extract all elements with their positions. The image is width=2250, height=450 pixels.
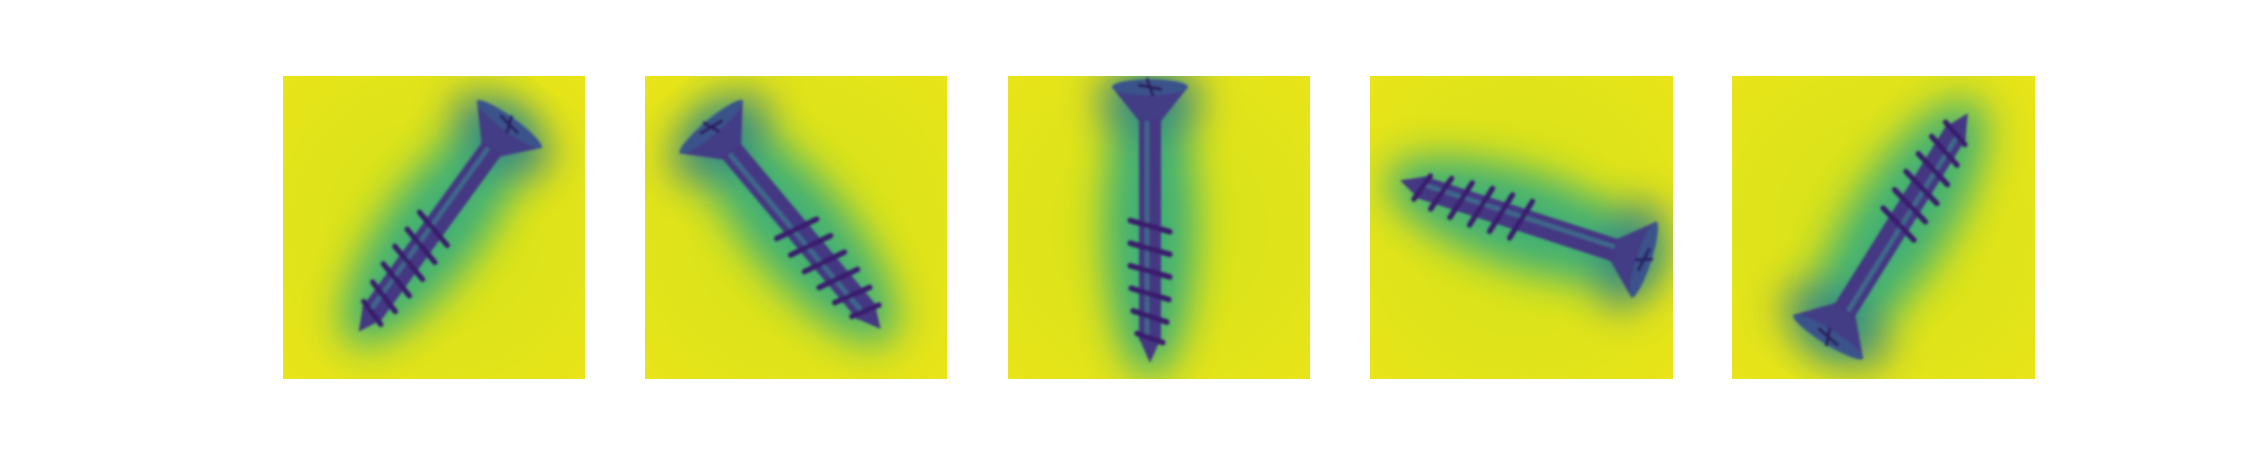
image-panel [1370, 76, 1673, 379]
image-panel [1732, 76, 2035, 379]
image-panel [1008, 76, 1310, 379]
image-panel [645, 76, 947, 379]
image-panel [283, 76, 585, 379]
